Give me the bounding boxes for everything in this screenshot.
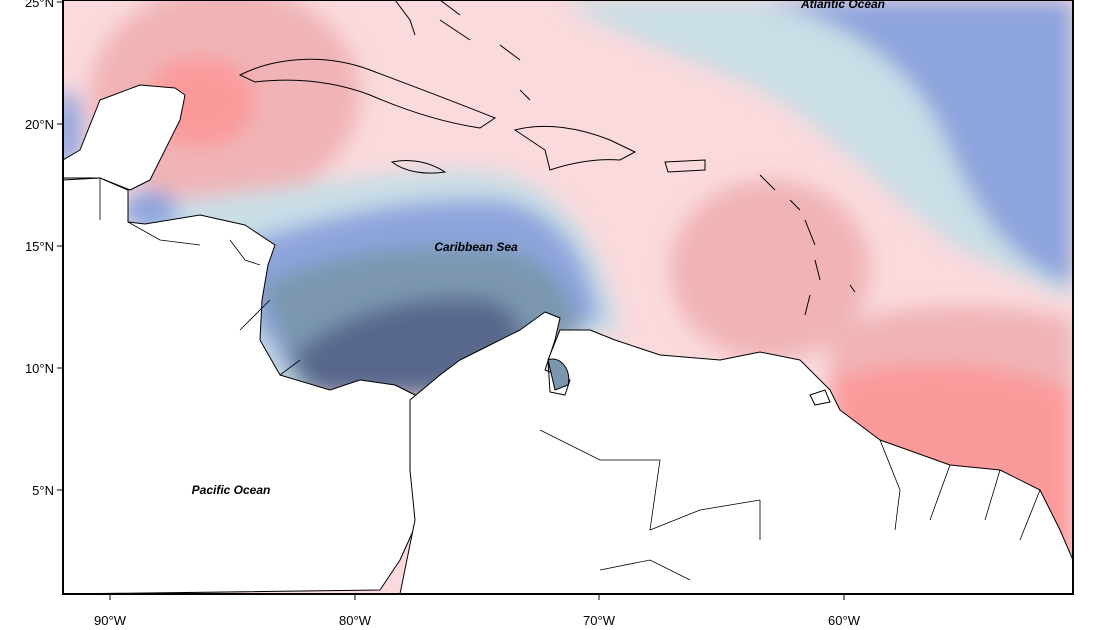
- caribbean-sea-label: Caribbean Sea: [434, 240, 518, 254]
- field-blue-w: [63, 90, 82, 170]
- lat-tick-label: 20°N: [25, 117, 54, 132]
- atlantic-ocean-label: Atlantic Ocean: [800, 0, 885, 11]
- land-bahamas: [394, 0, 531, 101]
- borders-central-america: [99, 178, 301, 376]
- land-lesser-antilles: [759, 174, 856, 316]
- lake-maracaibo: [547, 358, 570, 391]
- lon-tick-label: 60°W: [828, 613, 861, 628]
- land-cuba: [238, 58, 497, 129]
- field-light-blue-ne: [380, 0, 1073, 300]
- land-trinidad: [809, 389, 831, 406]
- field-blue-ne: [760, 0, 1073, 285]
- lat-tick-label: 5°N: [32, 483, 54, 498]
- lat-tick-label: 25°N: [25, 0, 54, 10]
- land-jamaica: [390, 159, 447, 174]
- pacific-ocean-label: Pacific Ocean: [192, 483, 271, 497]
- borders-south-america: [539, 429, 1041, 581]
- field-blue-honduras: [122, 190, 178, 230]
- land: [63, 0, 1073, 594]
- lat-tick-label: 15°N: [25, 239, 54, 254]
- lat-tick-label: 10°N: [25, 361, 54, 376]
- lon-tick-label: 70°W: [583, 613, 616, 628]
- land-hispaniola: [513, 125, 637, 171]
- map-frame: [62, 0, 1074, 595]
- land-puerto-rico: [664, 159, 706, 173]
- lon-tick-label: 90°W: [94, 613, 127, 628]
- field-pink-e: [670, 180, 870, 360]
- lon-axis: 90°W 80°W 70°W 60°W: [94, 594, 861, 628]
- lat-axis: 25°N 20°N 15°N 10°N 5°N: [25, 0, 63, 498]
- lon-tick-label: 80°W: [339, 613, 372, 628]
